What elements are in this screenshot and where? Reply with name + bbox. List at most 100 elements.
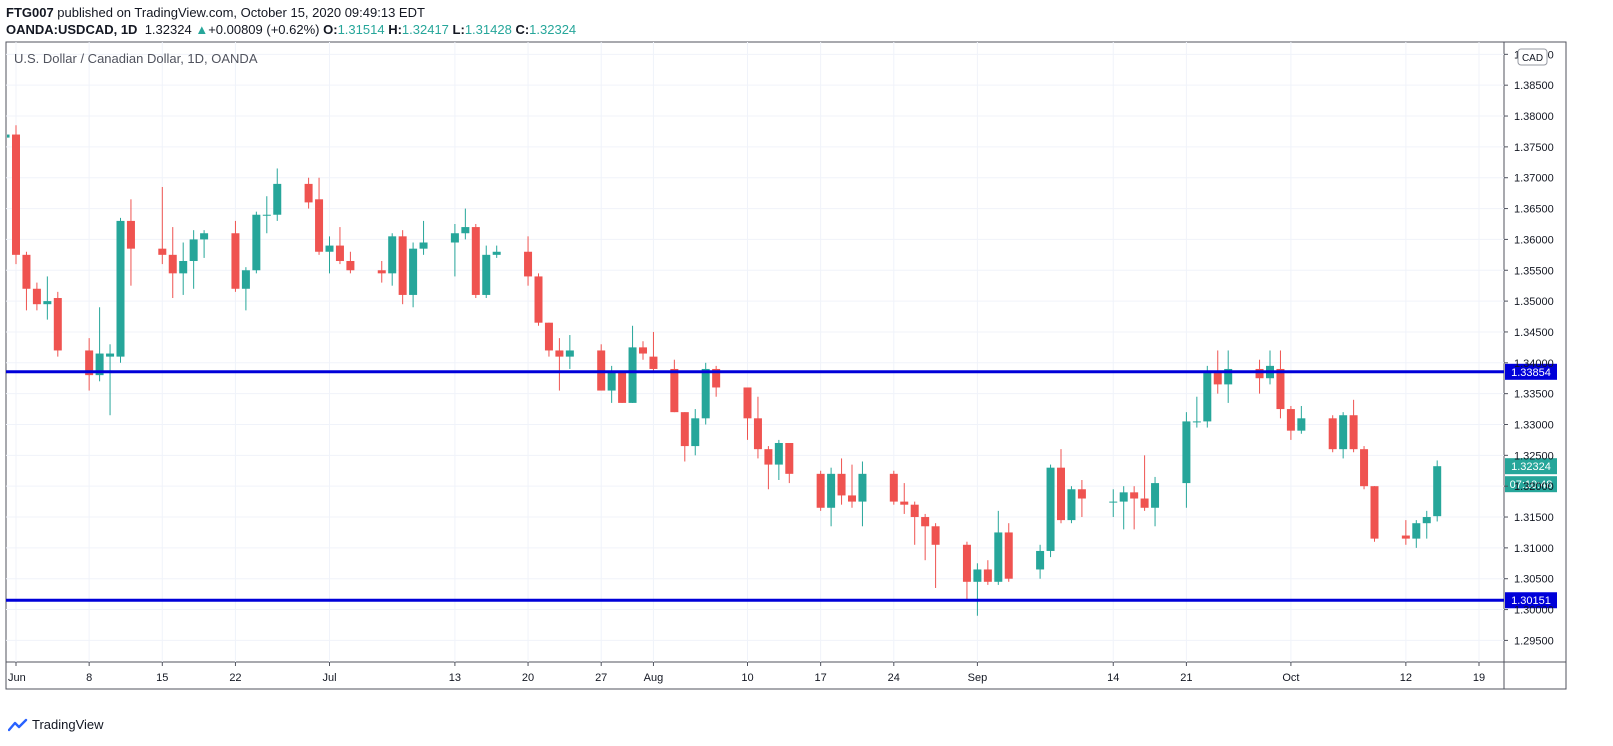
x-tick-label: Sep [968,672,988,684]
x-tick-label: 17 [815,672,827,684]
candle-body [315,199,324,252]
candle-down [158,186,167,265]
y-tick-label: 1.37000 [1514,173,1554,185]
candle-down [1004,523,1013,582]
candle-body [273,183,282,215]
brand-name[interactable]: TradingView [32,717,104,732]
candle-down [1276,350,1285,419]
candle-down [816,470,825,511]
candle-down [1349,399,1358,453]
candle-up [628,325,637,403]
candle-body [346,261,355,271]
candle-body [921,517,930,527]
y-tick-label: 1.36000 [1514,234,1554,246]
candle-up [565,335,574,369]
candle-up [106,344,115,416]
candle-body [680,412,689,447]
x-tick-label: 14 [1107,672,1119,684]
candle-body [1360,449,1369,487]
y-tick-label: 1.32500 [1514,450,1554,462]
candle-body [1046,467,1055,551]
candle-body [7,134,10,138]
change-up-icon: ▲ [195,22,209,37]
time-axis[interactable]: Jun 8 15 22 Jul 13 20 27 Aug 10 17 24 Sep 14 21 Oct 12 19 [8,662,1485,684]
candle-body [32,288,41,305]
currency-badge: CAD [1517,48,1548,66]
publisher-name[interactable]: FTG007 [6,5,54,20]
candle-up [1067,486,1076,524]
candle-body [544,322,553,351]
candle-up [858,461,867,527]
level-price-label: 1.33854 [1511,367,1551,379]
candle-body [764,449,773,465]
candle-down [597,344,606,391]
candle-body [1433,466,1442,517]
candle-down [639,341,647,360]
candle-up [388,233,397,286]
countdown-badge [1505,476,1557,493]
candle-up [1412,520,1421,548]
horizontal-levels[interactable]: 1.33854 1.30151 1.32324 07:10:48 [6,363,1557,609]
candle-body [1328,418,1337,450]
currency-label: CAD [1522,53,1543,64]
close-label: C: [515,22,530,37]
candle-down [764,446,773,490]
candle-down [785,442,794,484]
candle-up [973,563,982,616]
candle-down [1286,405,1295,440]
y-tick-label: 1.29500 [1514,635,1554,647]
candle-body [1286,409,1295,431]
candle-body [983,569,992,582]
candle-body [785,442,794,474]
candle-body [639,347,647,354]
candle-up [273,168,282,221]
candle-up [492,245,501,258]
candle-body [262,214,271,216]
footer: TradingView [8,717,104,732]
countdown-label: 07:10:48 [1510,479,1553,491]
candle-body [827,473,836,508]
candle-body [618,372,627,403]
candle-up [482,245,491,299]
close-value: 1.32324 [529,22,577,37]
candle-up [1046,464,1055,558]
candle-up [1433,460,1442,522]
x-tick-label: 27 [595,672,607,684]
candle-body [1067,489,1076,521]
candle-body [900,501,909,505]
candle-down [680,412,689,462]
candle-down [126,199,135,286]
candle-body [848,495,856,502]
candle-down [53,291,62,357]
y-tick-label: 1.31000 [1514,543,1554,555]
candle-body [106,353,115,357]
chart-title: U.S. Dollar / Canadian Dollar, 1D, OANDA [14,51,258,66]
candle-body [252,214,261,271]
y-tick-label: 1.31500 [1514,512,1554,524]
price-axis[interactable]: 1.29500 1.30000 1.30500 1.31000 1.31500 1.320… [1504,49,1554,647]
candle-body [628,347,637,403]
candle-body [1140,498,1149,508]
x-tick-label: 20 [522,672,534,684]
candle-up [994,510,1003,585]
symbol-label: OANDA:USDCAD, 1D [6,22,138,37]
y-tick-label: 1.32000 [1514,481,1554,493]
candle-down [12,125,20,265]
candle-up [691,409,700,456]
candle-body [691,418,700,447]
y-tick-label: 1.35500 [1514,265,1554,277]
candle-body [774,442,783,465]
high-label: H: [388,22,402,37]
high-value: 1.32417 [401,22,449,37]
candle-body [450,233,459,243]
candle-body [12,134,20,255]
candle-down [931,523,940,588]
candle-up [43,276,52,320]
candle-body [304,183,313,203]
candle-down [32,282,41,311]
candle-body [816,473,825,508]
candle-body [461,227,470,234]
x-tick-label: Aug [644,672,664,684]
candle-body [524,251,533,277]
